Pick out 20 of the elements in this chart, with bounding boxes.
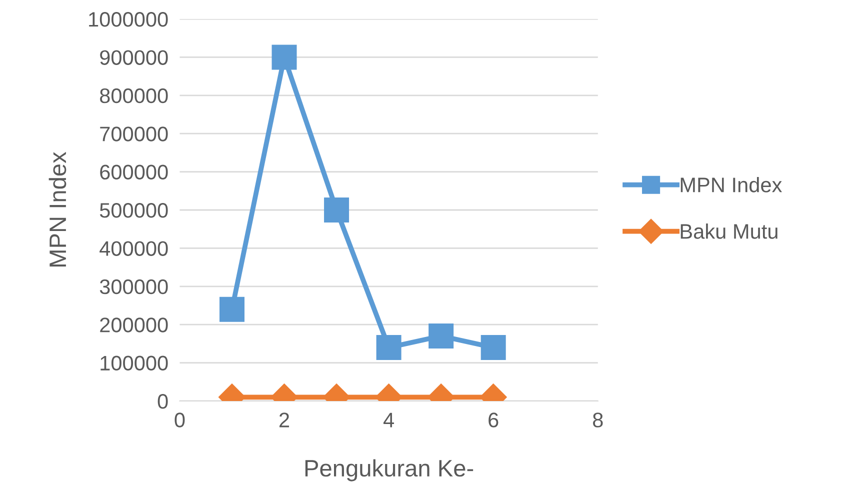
x-tick-label: 6 [488,412,498,428]
legend-label: Baku Mutu [680,224,778,239]
x-tick-label: 4 [383,412,394,428]
y-tick-label: 600000 [100,164,168,180]
y-tick-label: 300000 [100,279,168,294]
y-tick-label: 800000 [100,88,168,104]
y-tick-label: 500000 [100,203,168,218]
y-tick-label: 900000 [100,50,168,65]
y-axis-title: MPN Index [48,152,66,266]
x-axis-title: Pengukuran Ke- [305,459,474,482]
x-tick-label: 8 [593,412,603,428]
x-tick-label: 0 [174,412,185,428]
y-tick-label: 400000 [100,241,168,256]
y-tick-label: 700000 [100,126,168,142]
legend-label: MPN Index [680,177,782,192]
y-tick-label: 1000000 [89,12,168,27]
y-tick-label: 200000 [100,318,168,332]
x-tick-label: 2 [280,412,290,428]
y-tick-label: 100000 [100,356,168,371]
y-tick-label: 0 [158,394,168,409]
